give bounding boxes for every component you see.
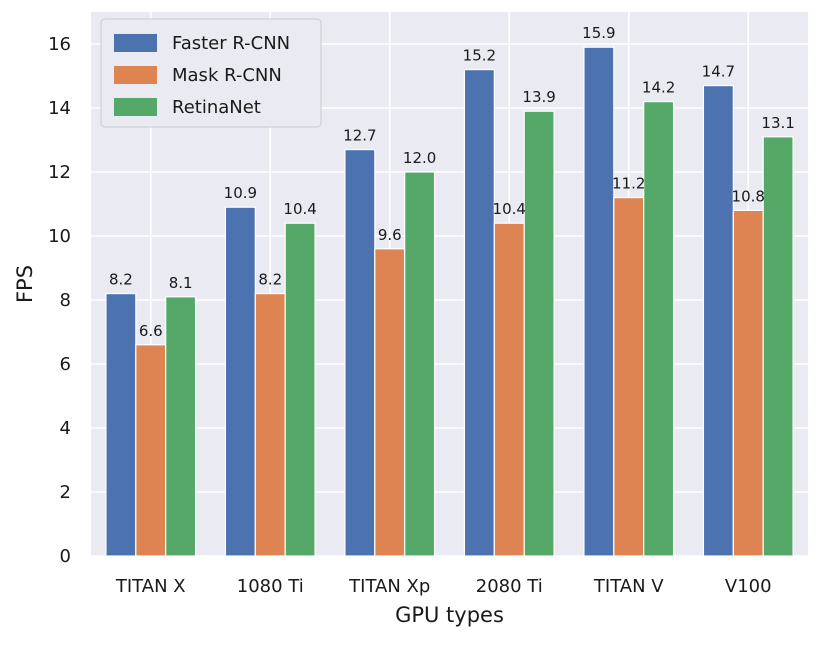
y-tick-label: 2	[60, 482, 71, 503]
legend-swatch	[114, 98, 157, 116]
data-label: 13.1	[761, 114, 794, 132]
legend-label: RetinaNet	[172, 97, 261, 118]
data-label: 6.6	[139, 322, 163, 340]
data-label: 12.7	[343, 127, 376, 145]
legend-label: Mask R-CNN	[172, 65, 282, 86]
bar	[404, 171, 436, 557]
x-tick-label: V100	[725, 576, 772, 597]
legend: Faster R-CNN Mask R-CNN RetinaNet	[100, 18, 322, 128]
bar	[374, 248, 406, 557]
bar	[643, 100, 675, 557]
data-label: 14.7	[702, 63, 735, 81]
data-label: 14.2	[642, 79, 675, 97]
bar	[613, 197, 645, 557]
data-label: 13.9	[522, 88, 555, 106]
y-tick-label: 0	[60, 546, 71, 567]
bar	[463, 68, 495, 557]
data-label: 8.2	[109, 271, 133, 289]
x-tick-label: TITAN X	[115, 576, 186, 597]
y-tick-label: 14	[48, 98, 71, 119]
x-tick-label: 2080 Ti	[476, 576, 543, 597]
bar	[493, 222, 525, 557]
y-tick-label: 10	[48, 226, 71, 247]
y-tick-label: 4	[60, 418, 71, 439]
data-label: 10.9	[224, 184, 257, 202]
data-label: 10.4	[493, 200, 526, 218]
bar	[284, 222, 316, 557]
data-label: 11.2	[612, 175, 645, 193]
bar	[254, 293, 286, 557]
bar	[165, 296, 197, 557]
bar	[762, 136, 794, 557]
y-axis-label: FPS	[13, 265, 37, 303]
legend-label: Faster R-CNN	[172, 33, 290, 54]
x-axis-label: GPU types	[395, 603, 504, 627]
y-axis-ticks: 0 2 4 6 8 10 12 14 16	[48, 34, 71, 567]
data-label: 9.6	[378, 226, 402, 244]
data-label: 12.0	[403, 149, 436, 167]
x-axis-ticks: TITAN X 1080 Ti TITAN Xp 2080 Ti TITAN V V100	[115, 576, 772, 597]
bars	[105, 46, 794, 557]
data-label: 8.1	[169, 274, 193, 292]
bar	[583, 46, 615, 557]
data-label: 15.2	[463, 47, 496, 65]
x-tick-label: TITAN Xp	[348, 576, 430, 597]
x-tick-label: 1080 Ti	[237, 576, 304, 597]
bar	[732, 209, 764, 557]
y-tick-label: 8	[60, 290, 71, 311]
x-tick-label: TITAN V	[593, 576, 664, 597]
bar	[523, 110, 555, 557]
data-label: 8.2	[258, 271, 282, 289]
legend-swatch	[114, 66, 157, 84]
bar	[344, 149, 376, 557]
bar	[224, 206, 256, 557]
data-label: 10.8	[732, 187, 765, 205]
y-tick-label: 16	[48, 34, 71, 55]
bar	[702, 84, 734, 557]
bar	[105, 293, 137, 557]
data-label: 15.9	[582, 24, 615, 42]
bar	[135, 344, 167, 557]
data-labels: 8.2 10.9 12.7 15.2 15.9 14.7 6.6 8.2 9.6 10.4 11.2…	[109, 24, 795, 340]
y-tick-label: 6	[60, 354, 71, 375]
legend-swatch	[114, 34, 157, 52]
data-label: 10.4	[283, 200, 316, 218]
y-tick-label: 12	[48, 162, 71, 183]
